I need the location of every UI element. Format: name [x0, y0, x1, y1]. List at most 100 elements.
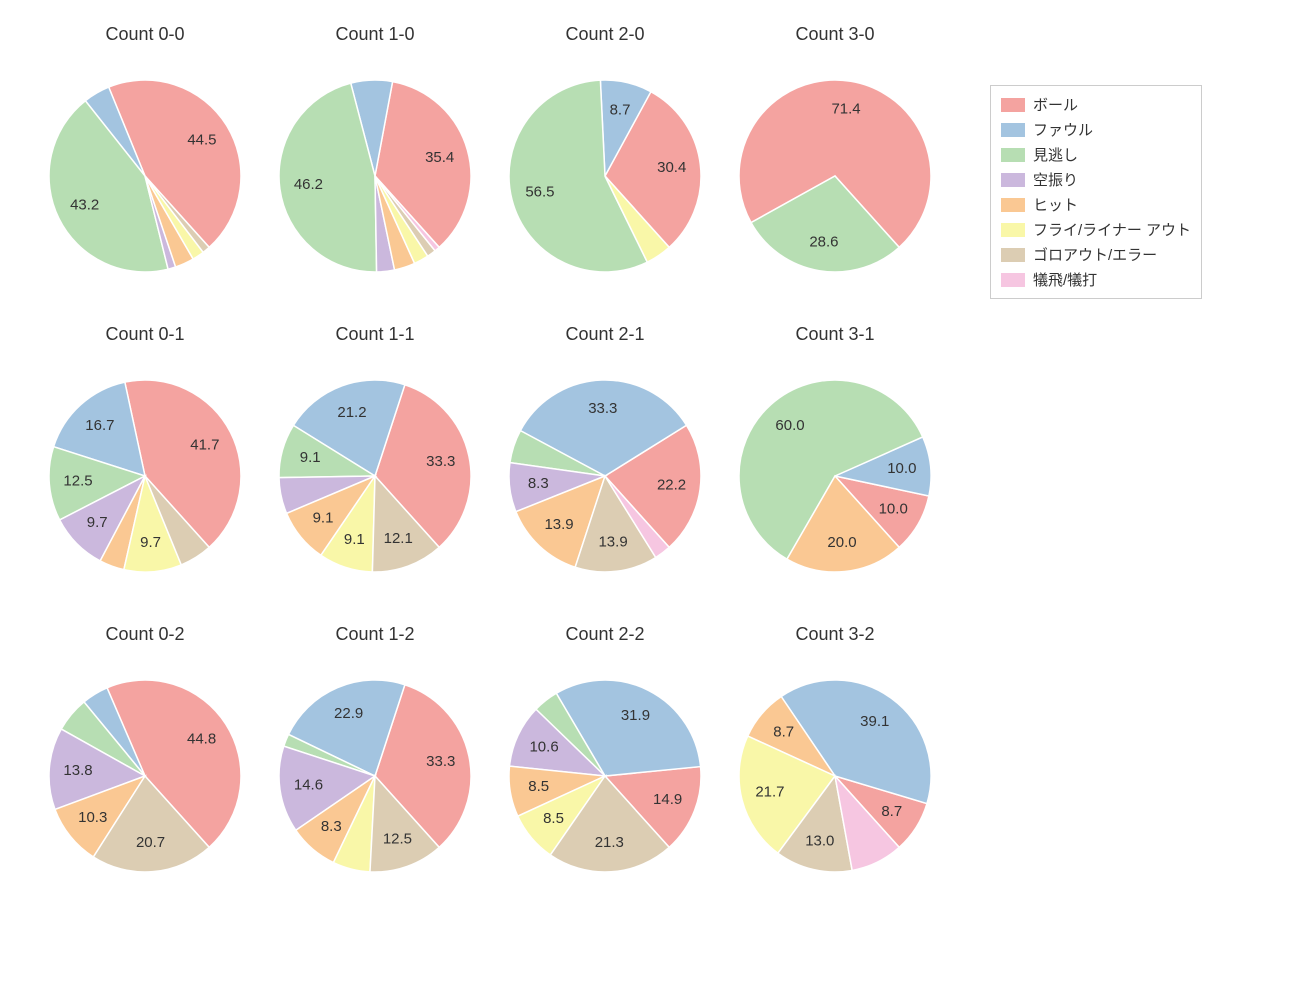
- slice-label: 10.0: [879, 501, 908, 518]
- pie-chart: Count 2-2 14.9 31.9 10.6 8.5 8.5 21.3: [490, 620, 720, 920]
- slice-label: 9.1: [300, 449, 321, 466]
- slice-label: 14.9: [653, 791, 682, 808]
- chart-title: Count 3-1: [720, 324, 950, 345]
- slice-label: 13.8: [63, 762, 92, 779]
- slice-label: 9.1: [344, 531, 365, 548]
- slice-label: 12.5: [383, 830, 412, 847]
- slice-label: 8.3: [321, 818, 342, 835]
- slice-label: 43.2: [70, 197, 99, 214]
- legend-swatch: [1001, 273, 1025, 287]
- legend-label: フライ/ライナー アウト: [1033, 219, 1191, 240]
- slice-label: 9.1: [313, 510, 334, 527]
- slice-label: 33.3: [588, 400, 617, 417]
- slice-label: 13.0: [805, 832, 834, 849]
- slice-label: 44.5: [187, 131, 216, 148]
- slice-label: 60.0: [775, 417, 804, 434]
- slice-label: 21.2: [337, 404, 366, 421]
- legend-label: 見逃し: [1033, 144, 1078, 165]
- chart-title: Count 3-2: [720, 624, 950, 645]
- pie-chart: Count 3-2 8.7 39.1 8.7 21.7 13.0: [720, 620, 950, 920]
- legend: ボールファウル見逃し空振りヒットフライ/ライナー アウトゴロアウト/エラー犠飛/…: [990, 85, 1202, 299]
- legend-swatch: [1001, 198, 1025, 212]
- slice-label: 21.3: [595, 834, 624, 851]
- slice-label: 14.6: [294, 777, 323, 794]
- legend-row: 見逃し: [1001, 144, 1191, 165]
- pie-chart: Count 0-244.813.810.320.7: [30, 620, 260, 920]
- legend-label: ゴロアウト/エラー: [1033, 244, 1157, 265]
- pie-chart: Count 1-2 33.3 22.9 14.6 8.3 12.5: [260, 620, 490, 920]
- chart-title: Count 1-1: [260, 324, 490, 345]
- chart-title: Count 0-2: [30, 624, 260, 645]
- slice-label: 44.8: [187, 731, 216, 748]
- slice-label: 12.5: [63, 473, 92, 490]
- slice-label: 8.5: [528, 778, 549, 795]
- slice-label: 30.4: [657, 159, 686, 176]
- chart-title: Count 0-0: [30, 24, 260, 45]
- pie-chart: Count 0-0 44.5 43.2: [30, 20, 260, 320]
- slice-label: 21.7: [755, 784, 784, 801]
- slice-label: 8.7: [881, 803, 902, 820]
- chart-title: Count 1-0: [260, 24, 490, 45]
- chart-title: Count 2-0: [490, 24, 720, 45]
- slice-label: 31.9: [621, 707, 650, 724]
- pie-svg: 10.010.060.020.0: [720, 320, 950, 620]
- legend-label: ファウル: [1033, 119, 1093, 140]
- slice-label: 20.0: [827, 534, 856, 551]
- slice-label: 41.7: [190, 436, 219, 453]
- slice-label: 8.7: [773, 724, 794, 741]
- legend-row: 空振り: [1001, 169, 1191, 190]
- legend-label: ヒット: [1033, 194, 1078, 215]
- legend-row: 犠飛/犠打: [1001, 269, 1191, 290]
- chart-grid: Count 0-044.543.2Count 1-035.446.2Count …: [0, 0, 1300, 1000]
- slice-label: 16.7: [85, 417, 114, 434]
- legend-label: 空振り: [1033, 169, 1078, 190]
- slice-label: 56.5: [525, 184, 554, 201]
- slice-label: 10.6: [529, 739, 558, 756]
- chart-title: Count 0-1: [30, 324, 260, 345]
- pie-svg: 44.813.810.320.7: [30, 620, 260, 920]
- legend-swatch: [1001, 173, 1025, 187]
- legend-row: フライ/ライナー アウト: [1001, 219, 1191, 240]
- pie-chart: Count 2-0 30.4 8.7 56.5: [490, 20, 720, 320]
- slice-label: 22.9: [334, 705, 363, 722]
- slice-label: 33.3: [426, 753, 455, 770]
- slice-label: 8.3: [528, 475, 549, 492]
- slice-label: 8.7: [610, 101, 631, 118]
- slice-label: 8.5: [543, 810, 564, 827]
- legend-label: ボール: [1033, 94, 1078, 115]
- chart-title: Count 3-0: [720, 24, 950, 45]
- legend-row: ボール: [1001, 94, 1191, 115]
- slice-label: 13.9: [544, 516, 573, 533]
- chart-title: Count 1-2: [260, 624, 490, 645]
- legend-row: ファウル: [1001, 119, 1191, 140]
- legend-swatch: [1001, 123, 1025, 137]
- slice-label: 12.1: [384, 530, 413, 547]
- pie-svg: 44.5 43.2: [30, 20, 260, 320]
- slice-label: 28.6: [809, 233, 838, 250]
- pie-svg: 33.321.29.19.19.112.1: [260, 320, 490, 620]
- pie-svg: 41.7 16.7 12.5 9.7 9.7: [30, 320, 260, 620]
- slice-label: 35.4: [425, 149, 454, 166]
- legend-swatch: [1001, 98, 1025, 112]
- pie-chart: Count 1-0 35.4 46.2: [260, 20, 490, 320]
- slice-label: 39.1: [860, 713, 889, 730]
- chart-title: Count 2-1: [490, 324, 720, 345]
- slice-label: 10.3: [78, 809, 107, 826]
- pie-chart: Count 0-1 41.7 16.7 12.5 9.7 9.7: [30, 320, 260, 620]
- legend-label: 犠飛/犠打: [1033, 269, 1097, 290]
- slice-label: 71.4: [831, 101, 860, 118]
- pie-svg: 14.9 31.9 10.6 8.5 8.5 21.3: [490, 620, 720, 920]
- slice-label: 9.7: [87, 514, 108, 531]
- slice-label: 9.7: [140, 534, 161, 551]
- pie-svg: 8.7 39.1 8.7 21.7 13.0: [720, 620, 950, 920]
- pie-svg: 35.4 46.2: [260, 20, 490, 320]
- pie-chart: Count 2-122.233.38.313.913.9: [490, 320, 720, 620]
- slice-label: 22.2: [657, 476, 686, 493]
- pie-svg: 22.233.38.313.913.9: [490, 320, 720, 620]
- chart-title: Count 2-2: [490, 624, 720, 645]
- pie-svg: 33.3 22.9 14.6 8.3 12.5: [260, 620, 490, 920]
- slice-label: 46.2: [294, 176, 323, 193]
- pie-svg: 71.4 28.6: [720, 20, 950, 320]
- legend-swatch: [1001, 148, 1025, 162]
- pie-chart: Count 3-110.010.060.020.0: [720, 320, 950, 620]
